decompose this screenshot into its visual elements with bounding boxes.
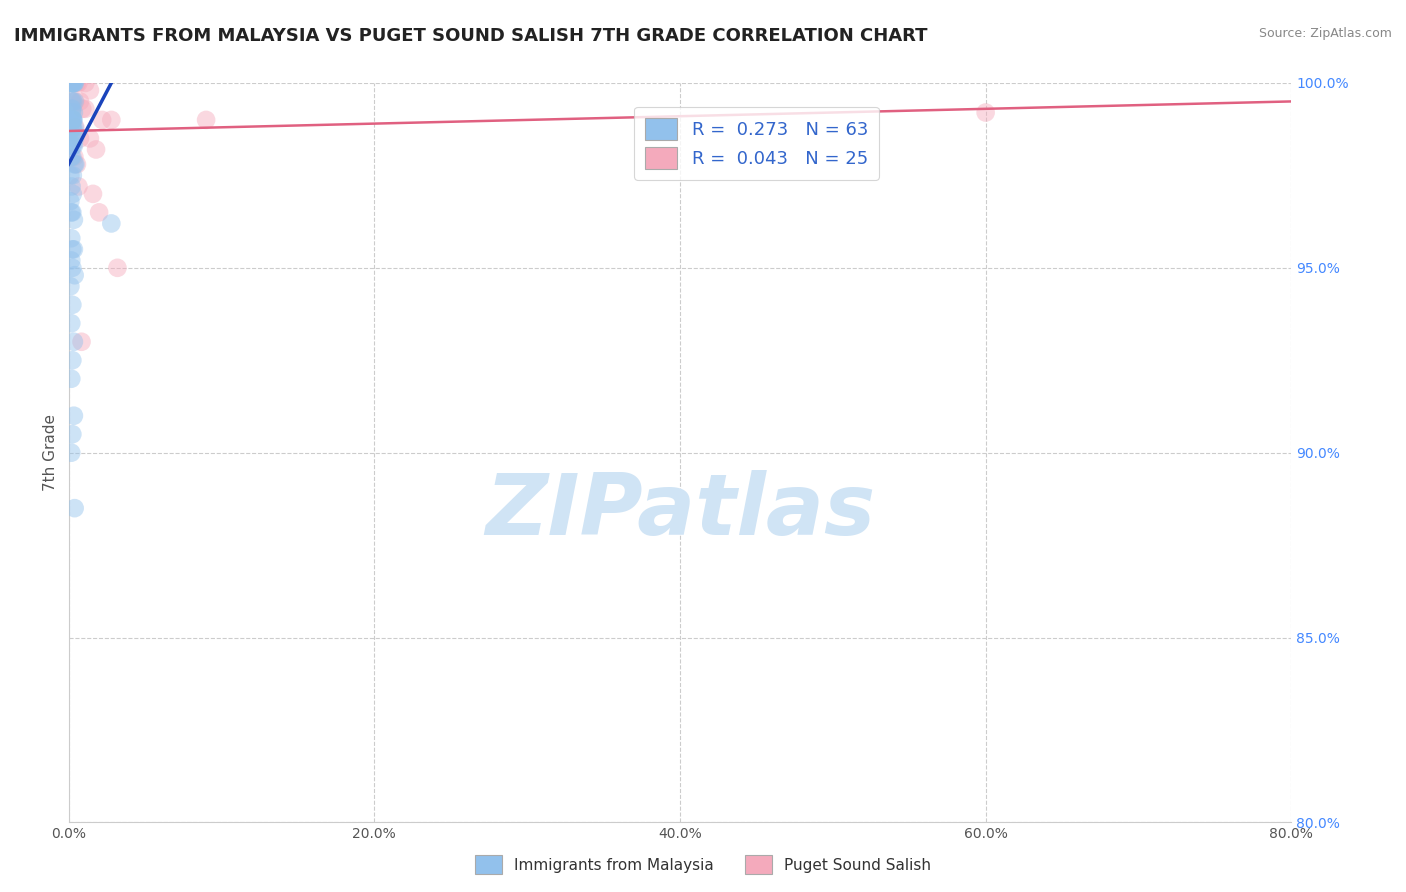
Point — [63, 243, 86, 257]
Point — [60, 316, 83, 330]
Point — [60, 131, 83, 145]
Point — [63, 76, 86, 90]
Point — [63, 409, 86, 423]
Text: IMMIGRANTS FROM MALAYSIA VS PUGET SOUND SALISH 7TH GRADE CORRELATION CHART: IMMIGRANTS FROM MALAYSIA VS PUGET SOUND … — [14, 27, 928, 45]
Point — [60, 120, 83, 135]
Point — [63, 76, 86, 90]
Point — [60, 131, 83, 145]
Point — [62, 95, 84, 109]
Point — [63, 124, 86, 138]
Point — [107, 260, 129, 275]
Point — [59, 124, 82, 138]
Y-axis label: 7th Grade: 7th Grade — [44, 414, 58, 491]
Point — [63, 268, 86, 283]
Point — [70, 334, 93, 349]
Point — [60, 150, 83, 164]
Point — [59, 76, 82, 90]
Point — [66, 157, 89, 171]
Point — [62, 95, 84, 109]
Point — [66, 76, 89, 90]
Point — [82, 186, 104, 201]
Point — [59, 169, 82, 183]
Point — [59, 279, 82, 293]
Legend: Immigrants from Malaysia, Puget Sound Salish: Immigrants from Malaysia, Puget Sound Sa… — [468, 849, 938, 880]
Point — [63, 157, 86, 171]
Point — [62, 169, 84, 183]
Point — [60, 76, 83, 90]
Point — [79, 131, 101, 145]
Point — [65, 120, 87, 135]
Point — [67, 76, 90, 90]
Point — [60, 243, 83, 257]
Point — [100, 217, 122, 231]
Point — [60, 150, 83, 164]
Point — [91, 112, 114, 127]
Point — [63, 105, 86, 120]
Point — [60, 95, 83, 109]
Point — [63, 334, 86, 349]
Point — [65, 157, 87, 171]
Point — [59, 112, 82, 127]
Point — [60, 427, 83, 442]
Point — [65, 95, 87, 109]
Point — [79, 83, 101, 97]
Point — [87, 205, 110, 219]
Point — [59, 112, 82, 127]
Point — [63, 120, 86, 135]
Point — [67, 179, 90, 194]
Point — [100, 112, 122, 127]
Point — [60, 260, 83, 275]
Point — [63, 138, 86, 153]
Point — [60, 205, 83, 219]
Point — [63, 212, 86, 227]
Point — [60, 76, 83, 90]
Point — [63, 131, 86, 145]
Point — [195, 112, 218, 127]
Point — [60, 205, 83, 219]
Point — [62, 76, 84, 90]
Point — [60, 253, 83, 268]
Point — [75, 76, 97, 90]
Point — [60, 105, 83, 120]
Text: ZIPatlas: ZIPatlas — [485, 470, 875, 553]
Point — [974, 105, 997, 120]
Point — [69, 131, 91, 145]
Point — [63, 150, 86, 164]
Point — [62, 112, 84, 127]
Point — [62, 76, 84, 90]
Point — [62, 138, 84, 153]
Point — [62, 112, 84, 127]
Point — [62, 112, 84, 127]
Point — [63, 76, 86, 90]
Point — [63, 95, 86, 109]
Point — [62, 186, 84, 201]
Point — [60, 179, 83, 194]
Point — [60, 138, 83, 153]
Point — [72, 102, 94, 116]
Point — [84, 143, 107, 157]
Point — [60, 298, 83, 312]
Point — [60, 353, 83, 368]
Point — [60, 372, 83, 386]
Point — [60, 102, 83, 116]
Point — [60, 231, 83, 245]
Point — [63, 76, 86, 90]
Point — [60, 102, 83, 116]
Point — [62, 120, 84, 135]
Point — [60, 76, 83, 90]
Legend: R =  0.273   N = 63, R =  0.043   N = 25: R = 0.273 N = 63, R = 0.043 N = 25 — [634, 107, 879, 179]
Point — [69, 95, 91, 109]
Point — [59, 76, 82, 90]
Point — [60, 446, 83, 460]
Point — [60, 112, 83, 127]
Text: Source: ZipAtlas.com: Source: ZipAtlas.com — [1258, 27, 1392, 40]
Point — [63, 501, 86, 516]
Point — [75, 102, 97, 116]
Point — [59, 194, 82, 209]
